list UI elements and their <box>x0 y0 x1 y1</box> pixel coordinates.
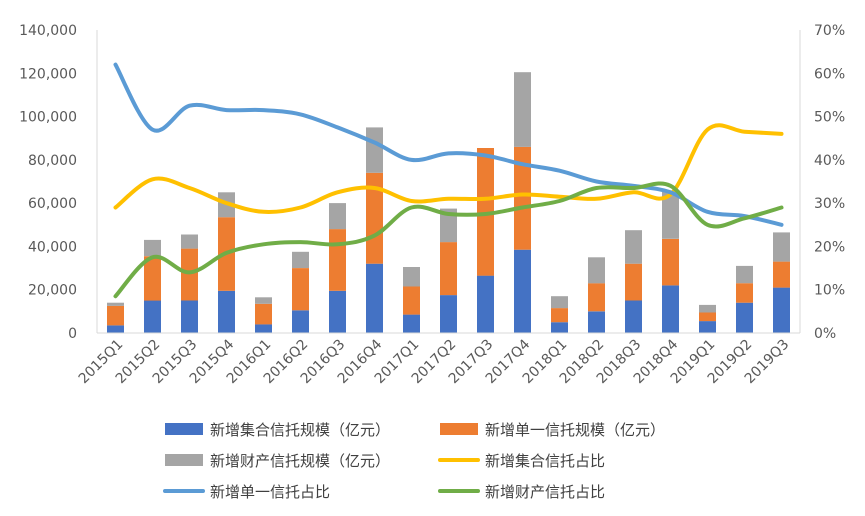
legend-label: 新增集合信托占比 <box>485 452 605 470</box>
right-tick-label: 0% <box>814 326 836 342</box>
legend-swatch-bar <box>165 454 203 466</box>
bar-2-2019Q2 <box>736 283 753 303</box>
bar-1-2019Q1 <box>699 321 716 333</box>
right-tick-label: 10% <box>814 283 845 299</box>
bar-1-2017Q4 <box>514 249 531 333</box>
bar-2-2016Q4 <box>366 172 383 264</box>
line-layer <box>113 62 784 299</box>
bar-layer <box>107 72 790 333</box>
bar-1-2017Q1 <box>403 314 420 333</box>
bar-3-2019Q3 <box>773 232 790 262</box>
bar-2-2017Q3 <box>477 148 494 276</box>
right-tick-label: 60% <box>814 66 845 82</box>
legend-label: 新增单一信托占比 <box>210 483 330 501</box>
line-series-1 <box>113 123 784 214</box>
bar-1-2015Q2 <box>144 300 161 333</box>
right-tick-label: 40% <box>814 153 845 169</box>
bar-3-2018Q2 <box>588 257 605 284</box>
left-tick-label: 140,000 <box>19 23 77 39</box>
bar-2-2015Q3 <box>181 248 198 301</box>
line-series-3 <box>113 181 784 299</box>
bar-3-2016Q1 <box>255 297 272 304</box>
bar-2-2016Q1 <box>255 303 272 325</box>
bar-1-2017Q3 <box>477 275 494 333</box>
bar-1-2016Q4 <box>366 263 383 333</box>
bar-1-2018Q3 <box>625 300 642 333</box>
bar-1-2016Q2 <box>292 310 309 333</box>
bar-1-2017Q2 <box>440 295 457 333</box>
right-tick-label: 70% <box>814 23 845 39</box>
left-tick-label: 80,000 <box>28 153 77 169</box>
bar-2-2017Q4 <box>514 146 531 250</box>
bar-1-2018Q4 <box>662 285 679 333</box>
left-tick-label: 120,000 <box>19 66 77 82</box>
bar-1-2018Q2 <box>588 311 605 333</box>
bar-3-2016Q2 <box>292 251 309 268</box>
bar-1-2016Q3 <box>329 290 346 333</box>
right-tick-label: 30% <box>814 196 845 212</box>
bar-3-2019Q1 <box>699 304 716 313</box>
bar-1-2015Q1 <box>107 325 124 333</box>
bar-1-2015Q3 <box>181 300 198 333</box>
bar-2-2018Q3 <box>625 263 642 301</box>
bar-2-2017Q1 <box>403 286 420 315</box>
bar-2-2016Q3 <box>329 229 346 291</box>
bar-3-2018Q4 <box>662 191 679 239</box>
bar-1-2015Q4 <box>218 290 235 333</box>
bar-2-2018Q1 <box>551 308 568 323</box>
bar-2-2018Q2 <box>588 283 605 312</box>
bar-2-2019Q3 <box>773 261 790 288</box>
bar-1-2018Q1 <box>551 322 568 333</box>
legend-label: 新增单一信托规模（亿元） <box>485 421 665 439</box>
bar-3-2019Q2 <box>736 265 753 284</box>
bar-3-2015Q1 <box>107 302 124 306</box>
bar-2-2017Q2 <box>440 242 457 296</box>
axes-layer: 0 20,000 40,000 60,000 80,000 100,000 120,000 1… <box>19 23 845 387</box>
line-series-2 <box>113 62 784 227</box>
legend-swatch-bar <box>165 423 203 435</box>
bar-3-2015Q2 <box>144 239 161 257</box>
left-tick-label: 0 <box>68 326 77 342</box>
bar-1-2016Q1 <box>255 324 272 333</box>
bar-1-2019Q3 <box>773 287 790 333</box>
legend: 新增集合信托规模（亿元） 新增单一信托规模（亿元） 新增财产信托规模（亿元） 新增集合… <box>163 421 665 501</box>
legend-label: 新增集合信托规模（亿元） <box>210 421 390 439</box>
bar-3-2017Q2 <box>440 208 457 243</box>
bar-2-2015Q2 <box>144 256 161 301</box>
bar-3-2015Q3 <box>181 234 198 249</box>
bar-3-2018Q1 <box>551 296 568 309</box>
left-tick-label: 100,000 <box>19 110 77 126</box>
bar-2-2015Q1 <box>107 305 124 326</box>
right-tick-label: 50% <box>814 110 845 126</box>
legend-swatch-bar <box>440 423 478 435</box>
left-tick-label: 40,000 <box>28 239 77 255</box>
left-tick-label: 60,000 <box>28 196 77 212</box>
bar-3-2017Q4 <box>514 72 531 147</box>
bar-3-2018Q3 <box>625 230 642 264</box>
bar-3-2016Q4 <box>366 127 383 173</box>
legend-label: 新增财产信托规模（亿元） <box>210 452 390 470</box>
right-tick-label: 20% <box>814 239 845 255</box>
bar-2-2016Q2 <box>292 268 309 311</box>
bar-2-2018Q4 <box>662 238 679 286</box>
bar-3-2016Q3 <box>329 203 346 230</box>
left-tick-label: 20,000 <box>28 283 77 299</box>
bar-2-2019Q1 <box>699 312 716 322</box>
legend-label: 新增财产信托占比 <box>485 483 605 501</box>
bar-3-2017Q1 <box>403 267 420 287</box>
bar-1-2019Q2 <box>736 302 753 333</box>
